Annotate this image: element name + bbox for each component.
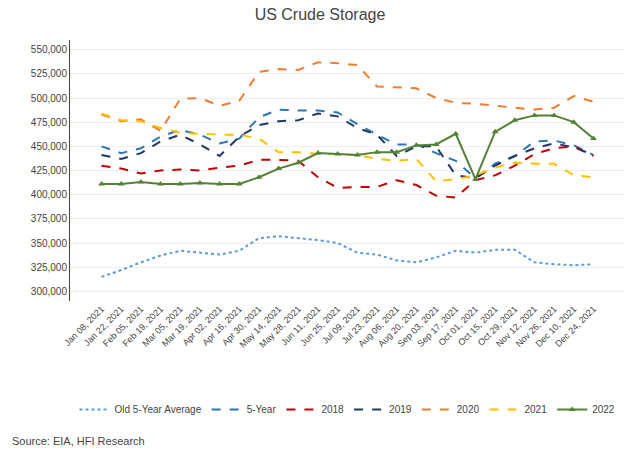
- svg-text:May 28, 2021: May 28, 2021: [257, 304, 303, 350]
- svg-text:May 14, 2021: May 14, 2021: [238, 304, 284, 350]
- svg-text:Apr 16, 2021: Apr 16, 2021: [200, 304, 244, 348]
- svg-text:Feb 19, 2021: Feb 19, 2021: [121, 304, 166, 349]
- svg-text:525,000: 525,000: [31, 68, 68, 79]
- svg-text:Jun 25, 2021: Jun 25, 2021: [298, 304, 342, 348]
- svg-text:Dec 24, 2021: Dec 24, 2021: [553, 304, 598, 349]
- svg-text:Source: EIA, HFI Research: Source: EIA, HFI Research: [12, 435, 145, 447]
- svg-text:2020: 2020: [457, 404, 480, 415]
- svg-text:Apr 02, 2021: Apr 02, 2021: [181, 304, 225, 348]
- svg-text:Aug 20, 2021: Aug 20, 2021: [376, 304, 421, 349]
- svg-text:Oct 29, 2021: Oct 29, 2021: [476, 304, 520, 348]
- svg-text:US Crude Storage: US Crude Storage: [255, 6, 386, 23]
- svg-text:Sep 03, 2021: Sep 03, 2021: [396, 304, 441, 349]
- svg-text:350,000: 350,000: [31, 238, 68, 249]
- svg-text:Mar 19, 2021: Mar 19, 2021: [160, 304, 205, 349]
- svg-text:Oct 01, 2021: Oct 01, 2021: [436, 304, 480, 348]
- svg-text:500,000: 500,000: [31, 93, 68, 104]
- svg-text:Jul 09, 2021: Jul 09, 2021: [320, 304, 362, 346]
- svg-text:325,000: 325,000: [31, 262, 68, 273]
- svg-text:Old 5-Year Average: Old 5-Year Average: [115, 404, 202, 415]
- svg-text:475,000: 475,000: [31, 117, 68, 128]
- svg-text:Sep 17, 2021: Sep 17, 2021: [415, 304, 460, 349]
- svg-text:550,000: 550,000: [31, 44, 68, 55]
- svg-text:375,000: 375,000: [31, 213, 68, 224]
- svg-text:Jul 23, 2021: Jul 23, 2021: [340, 304, 382, 346]
- svg-text:450,000: 450,000: [31, 141, 68, 152]
- svg-text:400,000: 400,000: [31, 189, 68, 200]
- svg-text:Dec 10, 2021: Dec 10, 2021: [533, 304, 578, 349]
- svg-text:Mar 05, 2021: Mar 05, 2021: [140, 304, 185, 349]
- svg-text:Jan 22, 2021: Jan 22, 2021: [82, 304, 126, 348]
- svg-text:Apr 30, 2021: Apr 30, 2021: [220, 304, 264, 348]
- svg-text:Jun 11, 2021: Jun 11, 2021: [279, 304, 322, 347]
- svg-text:Nov 26, 2021: Nov 26, 2021: [514, 304, 559, 349]
- svg-text:300,000: 300,000: [31, 286, 68, 297]
- svg-text:5-Year: 5-Year: [247, 404, 277, 415]
- svg-text:Oct 15, 2021: Oct 15, 2021: [456, 304, 500, 348]
- svg-text:Nov 12, 2021: Nov 12, 2021: [494, 304, 539, 349]
- svg-text:425,000: 425,000: [31, 165, 68, 176]
- svg-text:Feb 05, 2021: Feb 05, 2021: [101, 304, 146, 349]
- svg-text:Jan 08, 2021: Jan 08, 2021: [62, 304, 106, 348]
- svg-text:2018: 2018: [321, 404, 344, 415]
- svg-text:Aug 06, 2021: Aug 06, 2021: [356, 304, 401, 349]
- svg-text:2019: 2019: [389, 404, 412, 415]
- svg-text:2022: 2022: [592, 404, 615, 415]
- svg-text:2021: 2021: [524, 404, 547, 415]
